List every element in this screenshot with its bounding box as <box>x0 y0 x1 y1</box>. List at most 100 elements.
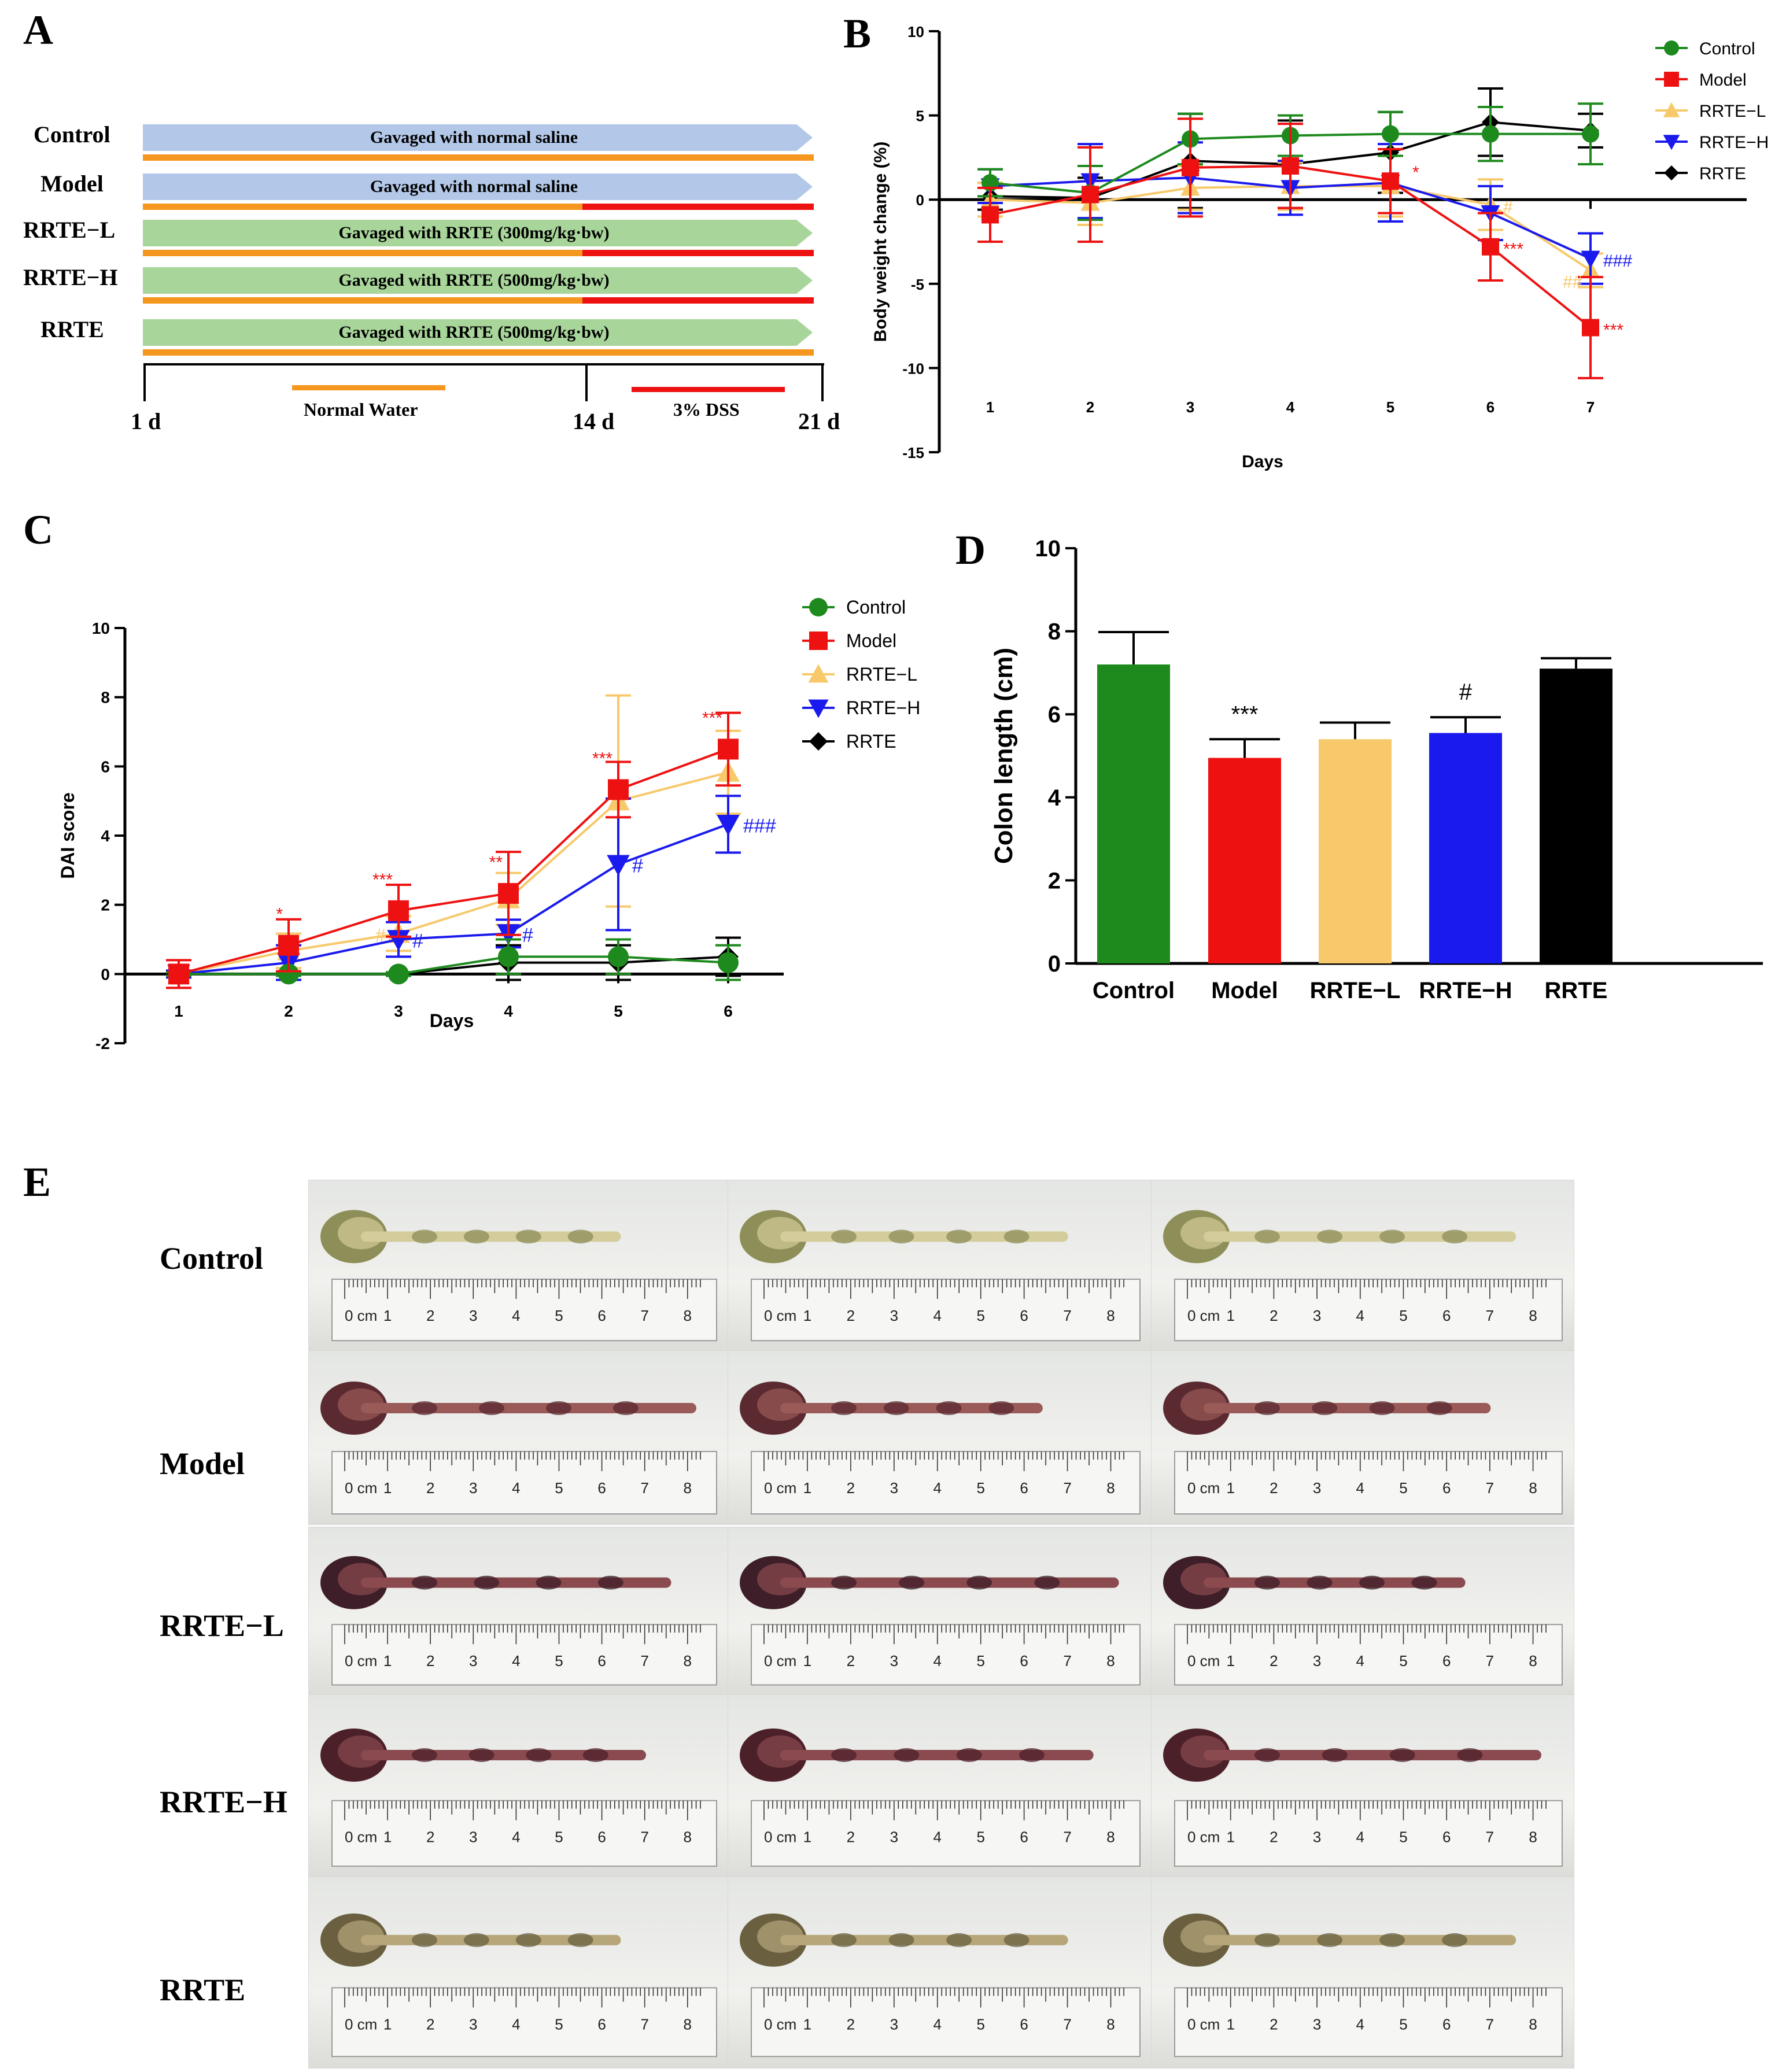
significance-annotations: ************# # ##### <box>276 708 776 952</box>
significance-mark: *** <box>592 749 612 768</box>
y-tick-label: 10 <box>1035 536 1061 562</box>
ruler-label: 1 <box>383 1479 392 1497</box>
ruler-label: 4 <box>1356 1479 1364 1497</box>
dss-label: 3% DSS <box>673 399 740 420</box>
ruler-label: 8 <box>1106 1652 1115 1670</box>
ruler-label: 3 <box>469 1652 477 1670</box>
ruler-label: 4 <box>933 2015 942 2033</box>
category-label: RRTE <box>1545 978 1608 1003</box>
legend-marker <box>1664 40 1679 56</box>
ruler-label: 1 <box>383 2015 392 2033</box>
data-point <box>168 963 189 985</box>
legend-item: Control <box>802 597 906 618</box>
series-line <box>178 823 729 976</box>
y-tick-label: 10 <box>907 23 924 40</box>
timeline-tick-mid <box>585 363 588 401</box>
y-tick-label: 4 <box>1048 785 1061 811</box>
ruler-label: 3 <box>469 1479 477 1497</box>
colon-specimen <box>740 1382 1043 1435</box>
ruler-label: 3 <box>1313 1479 1321 1497</box>
ruler-label: 2 <box>426 1829 434 1846</box>
x-tick-label: 6 <box>1486 398 1495 416</box>
ruler: 0 cm 1 2 3 4 5 6 7 8 <box>1174 1624 1563 1686</box>
ruler-label: 4 <box>933 1479 942 1497</box>
treatment-arrow <box>143 267 813 294</box>
y-axis-title: Colon length (cm) <box>990 648 1018 864</box>
colon-photo: 0 cm 1 2 3 4 5 6 7 8 <box>1151 1877 1574 2069</box>
colon-specimen <box>320 1210 621 1264</box>
legend-label: RRTE <box>846 731 896 752</box>
y-tick-label: 4 <box>101 827 110 845</box>
y-tick-label: 2 <box>1048 868 1061 893</box>
ruler-label: 2 <box>847 1829 855 1846</box>
ruler-label: 5 <box>976 2015 984 2033</box>
ruler-label: 3 <box>890 2015 898 2033</box>
ruler-label: 7 <box>1486 1479 1494 1497</box>
x-tick-label: 3 <box>1186 398 1194 416</box>
ruler-label: 0 cm <box>764 1829 796 1846</box>
legend-item: RRTE <box>1655 164 1746 183</box>
ruler-label: 2 <box>426 1479 434 1497</box>
data-point <box>1282 157 1299 175</box>
bar-group: Model *** <box>1208 701 1281 1003</box>
ruler-label: 8 <box>1529 1307 1537 1324</box>
treatment-text: Gavaged with normal saline <box>370 177 578 196</box>
ruler-label: 3 <box>890 1307 898 1324</box>
ruler-label: 7 <box>640 1307 648 1324</box>
colon-length-chart: 0 2 4 6 8 10 Colon length (cm) Control Model *** R… <box>990 536 1763 1003</box>
ruler-label: 3 <box>1313 1307 1321 1324</box>
ruler-label: 2 <box>847 1307 855 1324</box>
x-tick-label: 2 <box>284 1002 293 1020</box>
data-point <box>607 855 630 876</box>
water-label: Normal Water <box>304 399 418 420</box>
ruler-label: 2 <box>1270 1307 1278 1324</box>
ruler-label: 8 <box>1106 1479 1115 1497</box>
legend-item: RRTE−H <box>802 697 920 718</box>
data-point <box>278 963 299 985</box>
ruler-label: 5 <box>976 1829 984 1846</box>
legend-label: Model <box>1699 71 1747 90</box>
data-point <box>388 900 409 921</box>
water-period-line <box>143 250 582 256</box>
data-point <box>278 935 299 956</box>
bar <box>1208 758 1281 963</box>
ruler-label: 1 <box>803 1829 811 1846</box>
colon-specimen <box>1163 1210 1516 1264</box>
design-row-label: RRTE−H <box>23 264 118 290</box>
ruler-label: 0 cm <box>1187 2015 1220 2033</box>
legend-label: Control <box>1699 39 1755 58</box>
design-row-label: RRTE <box>40 316 104 342</box>
water-bar <box>292 385 445 390</box>
significance-mark: * <box>276 905 283 924</box>
series-Control <box>166 938 741 985</box>
significance-mark: ### <box>743 815 776 837</box>
data-point <box>1482 238 1499 256</box>
photo-row-label: RRTE <box>160 1973 246 2007</box>
bar-group: RRTE <box>1540 657 1612 1003</box>
ruler-label: 4 <box>933 1829 942 1846</box>
colon-photo: 0 cm 1 2 3 4 5 6 7 8 <box>728 1694 1152 1878</box>
ruler-label: 2 <box>426 1307 434 1324</box>
legend-marker <box>1664 165 1679 180</box>
ruler-label: 0 cm <box>1187 1307 1220 1324</box>
significance-mark: *** <box>1603 321 1623 340</box>
category-label: RRTE−L <box>1310 978 1401 1003</box>
data-point <box>1482 125 1499 143</box>
colon-photo: 0 cm 1 2 3 4 5 6 7 8 <box>1151 1527 1574 1696</box>
ruler-label: 7 <box>640 1829 648 1846</box>
ruler-label: 2 <box>1270 1652 1278 1670</box>
photo-row-label: RRTE−L <box>160 1608 284 1643</box>
legend-marker <box>809 598 828 616</box>
data-point <box>498 882 519 904</box>
x-tick-label: 5 <box>614 1002 623 1020</box>
ruler-label: 3 <box>1313 1829 1321 1846</box>
ruler-label: 2 <box>426 1652 434 1670</box>
ruler-label: 6 <box>1442 1652 1451 1670</box>
colon-photo: 0 cm 1 2 3 4 5 6 7 8 <box>308 1527 729 1696</box>
legend-item: RRTE−H <box>1655 133 1769 152</box>
colon-specimen <box>1163 1728 1541 1782</box>
series-line <box>178 771 729 976</box>
ruler-label: 7 <box>640 1652 648 1670</box>
ruler-label: 7 <box>640 1479 648 1497</box>
y-tick-label: -15 <box>902 444 924 461</box>
